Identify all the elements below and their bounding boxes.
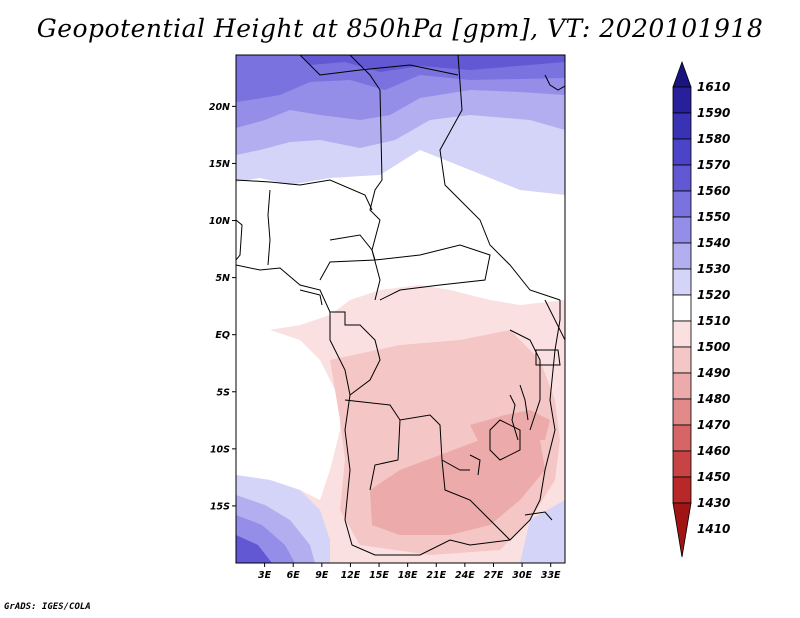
y-tick-label: 15N bbox=[209, 159, 230, 170]
colorbar-label: 1550 bbox=[697, 210, 730, 224]
country-borders bbox=[236, 55, 565, 556]
colorbar-swatch bbox=[672, 86, 692, 114]
colorbar-swatch bbox=[672, 320, 692, 348]
x-tick-label: 33E bbox=[541, 570, 561, 581]
colorbar-label: 1500 bbox=[697, 340, 730, 354]
colorbar-swatch bbox=[672, 190, 692, 218]
map-frame bbox=[235, 54, 566, 564]
grads-credit: GrADS: IGES/COLA bbox=[4, 602, 91, 612]
x-tick-label: 27E bbox=[484, 570, 504, 581]
colorbar-swatch bbox=[672, 450, 692, 478]
contour-1510 bbox=[236, 150, 565, 330]
colorbar-bottom-arrow bbox=[672, 502, 692, 558]
chart-title: Geopotential Height at 850hPa [gpm], VT:… bbox=[36, 14, 764, 43]
x-tick-label: 24E bbox=[455, 570, 475, 581]
x-tick-label: 9E bbox=[315, 570, 329, 581]
x-tick-label: 6E bbox=[287, 570, 301, 581]
colorbar-swatch bbox=[672, 424, 692, 452]
x-axis-ticks: 3E 6E 9E 12E 15E 18E 21E 24E 27E 30E 33E bbox=[258, 563, 561, 581]
colorbar-label: 1570 bbox=[697, 158, 730, 172]
colorbar-swatch bbox=[672, 112, 692, 140]
colorbar-swatch bbox=[672, 138, 692, 166]
colorbar-swatch bbox=[672, 476, 692, 504]
colorbar-label: 1560 bbox=[697, 184, 730, 198]
x-tick-label: 12E bbox=[341, 570, 361, 581]
colorbar-label: 1520 bbox=[697, 288, 730, 302]
colorbar-swatch bbox=[672, 294, 692, 322]
x-tick-label: 21E bbox=[426, 570, 446, 581]
x-tick-label: 18E bbox=[398, 570, 418, 581]
y-tick-label: 5S bbox=[217, 387, 231, 398]
x-tick-label: 3E bbox=[258, 570, 272, 581]
colorbar-label: 1430 bbox=[697, 496, 730, 510]
y-tick-label: 10S bbox=[210, 444, 230, 455]
colorbar-swatch bbox=[672, 164, 692, 192]
contour-1550-sw bbox=[236, 535, 272, 563]
colorbar-swatch bbox=[672, 372, 692, 400]
colorbar-label: 1410 bbox=[697, 522, 730, 536]
colorbar-label: 1480 bbox=[697, 392, 730, 406]
colorbar-swatch bbox=[672, 398, 692, 426]
colorbar-top-arrow bbox=[672, 60, 692, 88]
x-tick-label: 30E bbox=[512, 570, 532, 581]
y-tick-label: 5N bbox=[215, 273, 230, 284]
y-tick-label: 20N bbox=[209, 102, 230, 113]
colorbar-swatch bbox=[672, 346, 692, 374]
colorbar-label: 1530 bbox=[697, 262, 730, 276]
contour-1560 bbox=[300, 55, 565, 72]
contour-1480 bbox=[370, 430, 545, 535]
colorbar-label: 1540 bbox=[697, 236, 730, 250]
y-tick-label: 10N bbox=[209, 216, 230, 227]
colorbar-label: 1580 bbox=[697, 132, 730, 146]
y-tick-label: EQ bbox=[215, 330, 230, 341]
x-tick-label: 15E bbox=[369, 570, 389, 581]
colorbar-swatch bbox=[672, 216, 692, 244]
colorbar-label: 1460 bbox=[697, 444, 730, 458]
colorbar-label: 1510 bbox=[697, 314, 730, 328]
colorbar-swatch bbox=[672, 242, 692, 270]
colorbar-label: 1470 bbox=[697, 418, 730, 432]
y-tick-label: 15S bbox=[210, 501, 230, 512]
colorbar-swatch bbox=[672, 268, 692, 296]
colorbar-label: 1610 bbox=[697, 80, 730, 94]
colorbar-label: 1590 bbox=[697, 106, 730, 120]
contour-1510-west bbox=[236, 330, 340, 500]
colorbar-label: 1450 bbox=[697, 470, 730, 484]
y-axis-ticks: 20N 15N 10N 5N EQ 5S 10S 15S bbox=[209, 102, 236, 512]
contour-1520-se bbox=[520, 500, 565, 563]
colorbar-label: 1490 bbox=[697, 366, 730, 380]
